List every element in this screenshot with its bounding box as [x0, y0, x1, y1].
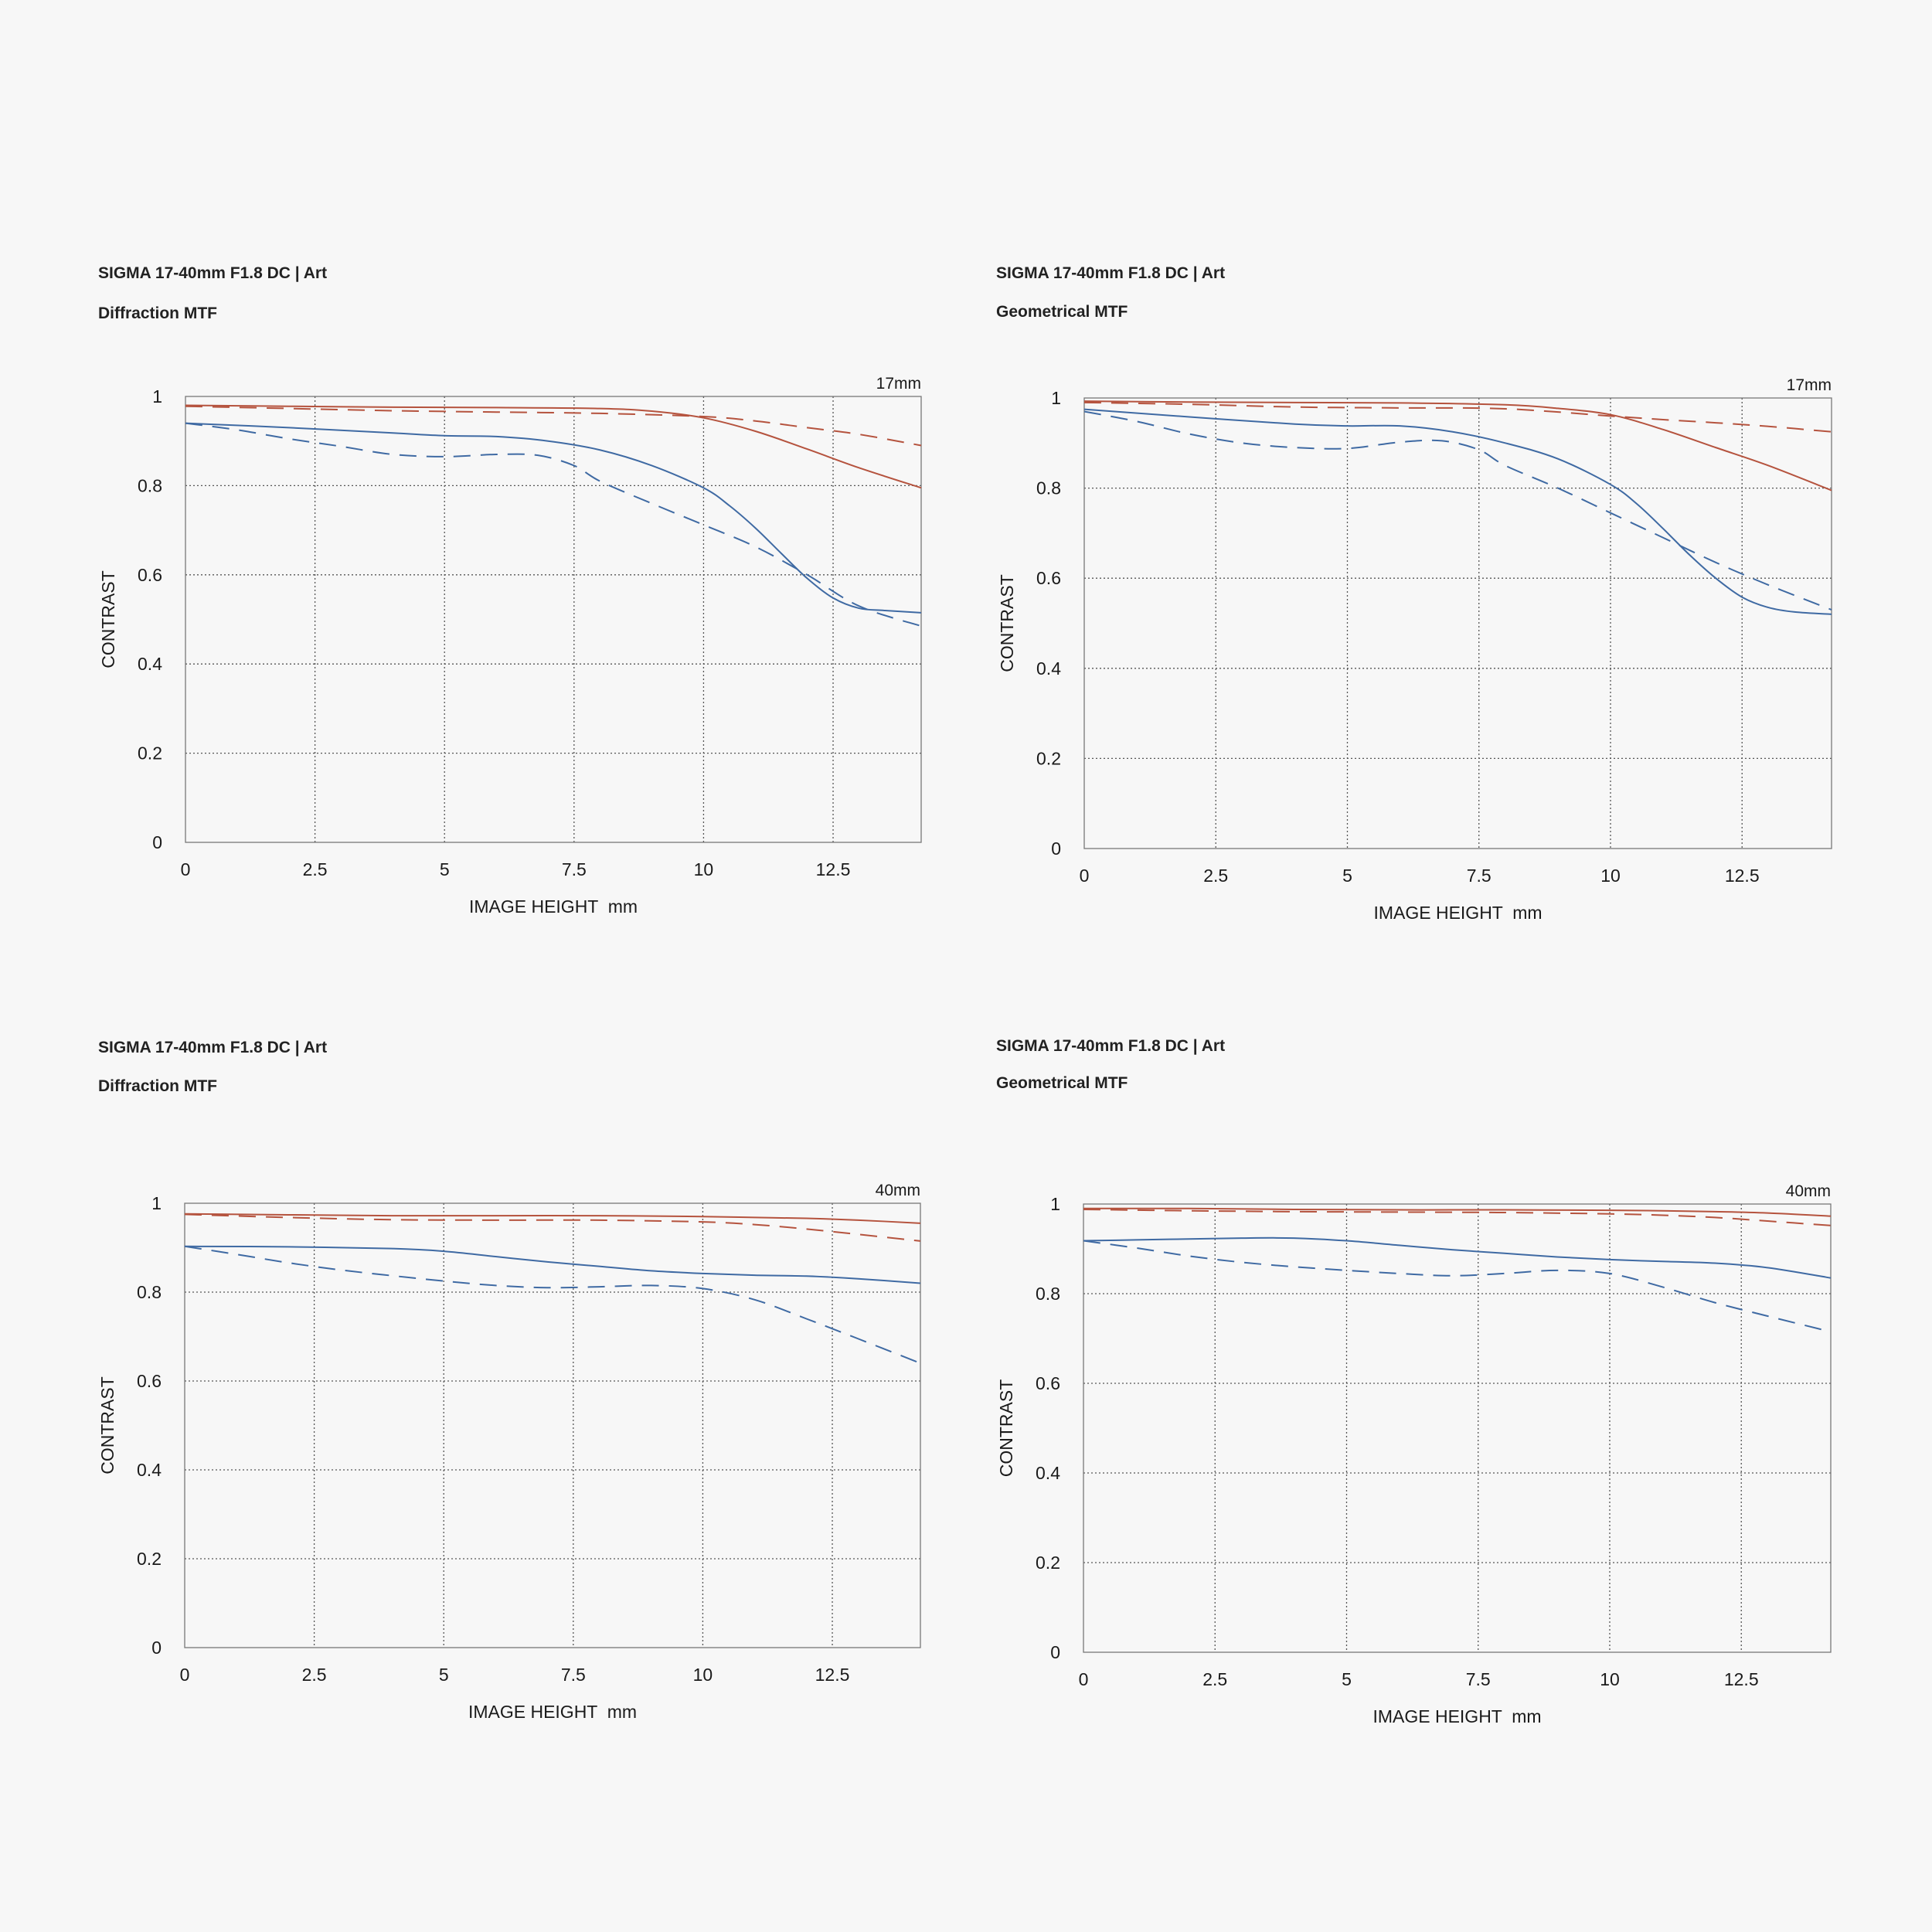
x-tick-label: 0	[180, 1665, 190, 1685]
chart-lens-title: SIGMA 17-40mm F1.8 DC | Art	[996, 1037, 1225, 1055]
red-dashed-mtf-curve	[1083, 401, 1832, 433]
chart-mtf-type: Geometrical MTF	[996, 1074, 1128, 1092]
x-tick-label: 2.5	[302, 1665, 327, 1685]
x-axis-label: IMAGE HEIGHT mm	[1372, 1706, 1541, 1726]
y-axis-label: CONTRAST	[996, 1379, 1016, 1478]
y-tick-label: 0.8	[1036, 478, 1061, 498]
red-dashed-mtf-curve	[1083, 1208, 1832, 1226]
y-axis-label: CONTRAST	[98, 570, 118, 668]
red-solid-mtf-curve	[1083, 1207, 1832, 1217]
y-tick-label: 1	[152, 386, 162, 406]
y-tick-label: 0.8	[138, 475, 162, 495]
x-tick-label: 0	[1079, 1669, 1089, 1689]
focal-length-label: 17mm	[1787, 376, 1832, 394]
y-tick-label: 0.6	[137, 1371, 162, 1391]
x-tick-label: 5	[440, 859, 450, 879]
x-tick-label: 7.5	[561, 1665, 586, 1685]
y-tick-label: 1	[151, 1193, 162, 1213]
focal-length-label: 17mm	[876, 375, 921, 393]
y-tick-label: 0.2	[1036, 1553, 1060, 1573]
y-tick-label: 0.4	[137, 1460, 162, 1480]
red-solid-mtf-curve	[185, 404, 922, 489]
y-tick-label: 0.8	[137, 1282, 162, 1302]
red-solid-mtf-curve	[1083, 400, 1832, 492]
plot-area	[185, 1203, 920, 1648]
x-tick-label: 10	[693, 1665, 713, 1685]
blue-solid-mtf-curve	[185, 422, 922, 614]
y-axis-label: CONTRAST	[997, 574, 1017, 672]
plot-frame	[1083, 1203, 1832, 1653]
mtf-chart-2: SIGMA 17-40mm F1.8 DC | Art Geometrical M…	[996, 264, 1832, 923]
red-solid-mtf-curve	[184, 1213, 921, 1224]
plot-frame	[1083, 397, 1832, 849]
y-tick-label: 0.4	[138, 654, 162, 674]
chart-lens-title: SIGMA 17-40mm F1.8 DC | Art	[98, 264, 327, 282]
plot-area	[185, 396, 921, 842]
plot-frame	[184, 1202, 921, 1648]
x-tick-label: 12.5	[816, 859, 851, 879]
x-tick-label: 0	[181, 859, 191, 879]
focal-length-label: 40mm	[1786, 1182, 1831, 1200]
x-tick-label: 10	[1600, 866, 1621, 886]
blue-dashed-mtf-curve	[1083, 1240, 1832, 1333]
y-tick-label: 0.4	[1036, 1463, 1060, 1483]
x-tick-label: 7.5	[1466, 1669, 1491, 1689]
y-tick-label: 0.2	[137, 1549, 162, 1569]
y-tick-label: 0.6	[138, 565, 162, 585]
blue-solid-mtf-curve	[1083, 408, 1832, 615]
x-tick-label: 5	[439, 1665, 449, 1685]
x-tick-label: 2.5	[303, 859, 328, 879]
x-tick-label: 12.5	[1724, 1669, 1759, 1689]
y-tick-label: 0	[1050, 1642, 1060, 1662]
blue-solid-mtf-curve	[1083, 1236, 1832, 1279]
blue-solid-mtf-curve	[184, 1245, 921, 1284]
x-axis-label: IMAGE HEIGHT mm	[1373, 903, 1542, 923]
chart-lens-title: SIGMA 17-40mm F1.8 DC | Art	[996, 264, 1225, 282]
y-tick-label: 0.2	[138, 743, 162, 764]
focal-length-label: 40mm	[876, 1182, 920, 1199]
x-tick-label: 12.5	[1725, 866, 1760, 886]
x-tick-label: 2.5	[1202, 1669, 1227, 1689]
x-axis-label: IMAGE HEIGHT mm	[469, 896, 638, 917]
y-tick-label: 0.2	[1036, 748, 1061, 768]
y-tick-label: 0	[1051, 838, 1061, 859]
y-tick-label: 0	[151, 1638, 162, 1658]
blue-dashed-mtf-curve	[184, 1245, 921, 1364]
y-tick-label: 1	[1050, 1194, 1060, 1214]
chart-lens-title: SIGMA 17-40mm F1.8 DC | Art	[98, 1039, 327, 1056]
chart-mtf-type: Diffraction MTF	[98, 304, 217, 322]
x-tick-label: 0	[1080, 866, 1090, 886]
x-tick-label: 10	[694, 859, 714, 879]
y-axis-label: CONTRAST	[97, 1376, 117, 1475]
plot-area	[1083, 1204, 1831, 1652]
y-tick-label: 0	[152, 832, 162, 852]
x-tick-label: 12.5	[815, 1665, 850, 1685]
y-tick-label: 0.6	[1036, 1373, 1060, 1393]
x-tick-label: 7.5	[1467, 866, 1492, 886]
x-tick-label: 7.5	[562, 859, 587, 879]
x-tick-label: 5	[1342, 1669, 1352, 1689]
red-dashed-mtf-curve	[184, 1213, 921, 1242]
plot-area	[1084, 398, 1832, 849]
y-tick-label: 0.4	[1036, 658, 1061, 679]
y-tick-label: 1	[1051, 388, 1061, 408]
red-dashed-mtf-curve	[185, 405, 922, 447]
y-tick-label: 0.8	[1036, 1284, 1060, 1304]
chart-mtf-type: Diffraction MTF	[98, 1077, 217, 1095]
x-tick-label: 5	[1342, 866, 1352, 886]
mtf-chart-4: SIGMA 17-40mm F1.8 DC | Art Geometrical M…	[996, 1037, 1832, 1726]
plot-frame	[185, 396, 922, 843]
chart-mtf-type: Geometrical MTF	[996, 303, 1128, 321]
x-axis-label: IMAGE HEIGHT mm	[468, 1702, 637, 1722]
y-tick-label: 0.6	[1036, 568, 1061, 588]
blue-dashed-mtf-curve	[185, 422, 922, 628]
x-tick-label: 10	[1600, 1669, 1620, 1689]
mtf-chart-1: SIGMA 17-40mm F1.8 DC | Art Diffraction M…	[98, 264, 922, 917]
mtf-chart-3: SIGMA 17-40mm F1.8 DC | Art Diffraction M…	[97, 1039, 921, 1722]
x-tick-label: 2.5	[1203, 866, 1228, 886]
blue-dashed-mtf-curve	[1083, 410, 1832, 611]
